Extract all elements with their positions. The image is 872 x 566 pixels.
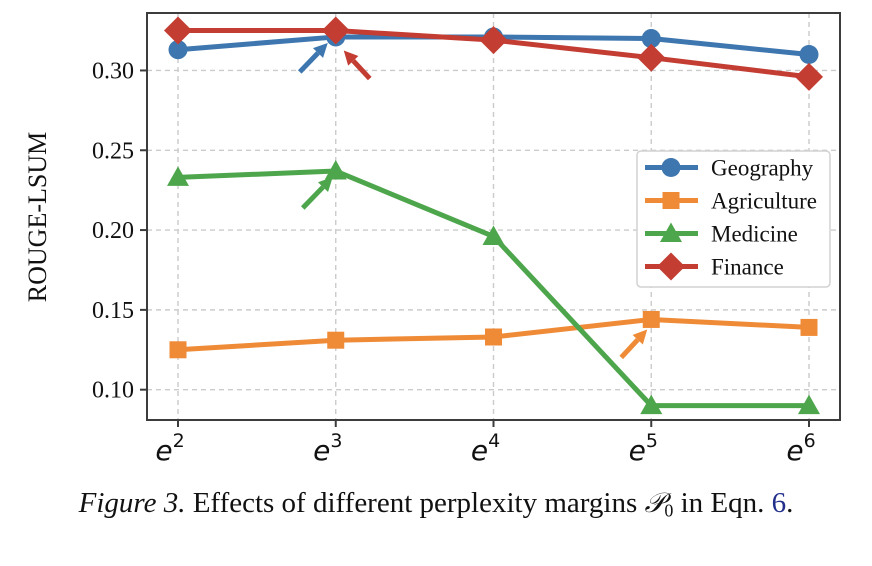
annotation-arrow-shaft-agriculture xyxy=(619,338,640,360)
marker-finance-e^5 xyxy=(637,43,666,72)
x-tick-label: e3 xyxy=(313,430,342,467)
marker-finance-e^4 xyxy=(479,26,508,55)
caption-text-segment: in Eqn. xyxy=(673,487,772,519)
x-tick-label: e6 xyxy=(786,430,815,467)
marker-agriculture-e^5 xyxy=(642,310,660,328)
y-tick-label: 0.10 xyxy=(92,378,134,404)
marker-finance-e^3 xyxy=(321,16,350,45)
marker-geography-e^2 xyxy=(168,40,188,60)
legend-label-agriculture: Agriculture xyxy=(711,189,817,214)
marker-medicine-e^4 xyxy=(482,225,505,245)
annotation-arrow-shaft-finance xyxy=(351,59,372,81)
annotation-arrow-head-medicine xyxy=(317,177,333,192)
marker-medicine-e^6 xyxy=(798,394,820,415)
marker-agriculture-e^6 xyxy=(800,318,818,336)
legend-label-medicine: Medicine xyxy=(711,222,798,247)
marker-medicine-e^3 xyxy=(324,160,347,180)
marker-geography-e^6 xyxy=(799,44,819,64)
marker-medicine-e^5 xyxy=(640,394,663,415)
caption-text-segment: Figure 3. xyxy=(78,487,186,519)
x-tick-label: e4 xyxy=(471,430,500,467)
y-tick-label: 0.30 xyxy=(92,58,134,84)
marker-finance-e^6 xyxy=(795,62,823,91)
caption-text-segment: Effects of different perplexity margins xyxy=(185,487,645,519)
legend-square-icon xyxy=(662,192,680,209)
legend-triangle-icon xyxy=(660,222,682,242)
marker-medicine-e^2 xyxy=(167,166,189,186)
legend-label-geography: Geography xyxy=(711,156,814,181)
caption-text-segment: 𝒫 xyxy=(644,487,665,519)
marker-agriculture-e^3 xyxy=(327,331,345,349)
marker-agriculture-e^4 xyxy=(485,328,502,346)
caption-text-segment: . xyxy=(786,487,794,519)
rouge-lsum-line-chart: ROUGE-LSUM 0.30 0.25 0.20 0.15 0.10 e2 e3 e4 e5 e… xyxy=(23,12,841,467)
marker-geography-e^5 xyxy=(641,29,661,49)
equation-reference-link[interactable]: 6 xyxy=(771,487,787,519)
y-tick-label: 0.25 xyxy=(92,138,134,164)
x-tick-label: e2 xyxy=(155,430,184,467)
marker-finance-e^2 xyxy=(164,16,192,45)
legend-label-finance: Finance xyxy=(711,255,784,280)
x-tick-label: e5 xyxy=(629,430,658,467)
marker-agriculture-e^2 xyxy=(169,341,187,359)
y-axis-label: ROUGE-LSUM xyxy=(23,132,52,302)
y-tick-label: 0.15 xyxy=(92,298,134,324)
caption-text-segment: 0 xyxy=(664,500,674,521)
figure-caption: Figure 3. Effects of different perplexit… xyxy=(0,487,872,521)
annotation-arrow-head-geography xyxy=(312,42,328,58)
annotation-arrow-head-agriculture xyxy=(632,329,648,345)
legend-diamond-icon xyxy=(657,252,685,281)
legend-box xyxy=(636,150,831,288)
y-tick-label: 0.20 xyxy=(92,218,134,244)
annotation-arrow-shaft-geography xyxy=(297,51,320,74)
annotation-arrow-head-finance xyxy=(343,50,359,66)
legend-circle-icon xyxy=(661,158,681,177)
annotation-arrow-shaft-medicine xyxy=(300,185,325,210)
